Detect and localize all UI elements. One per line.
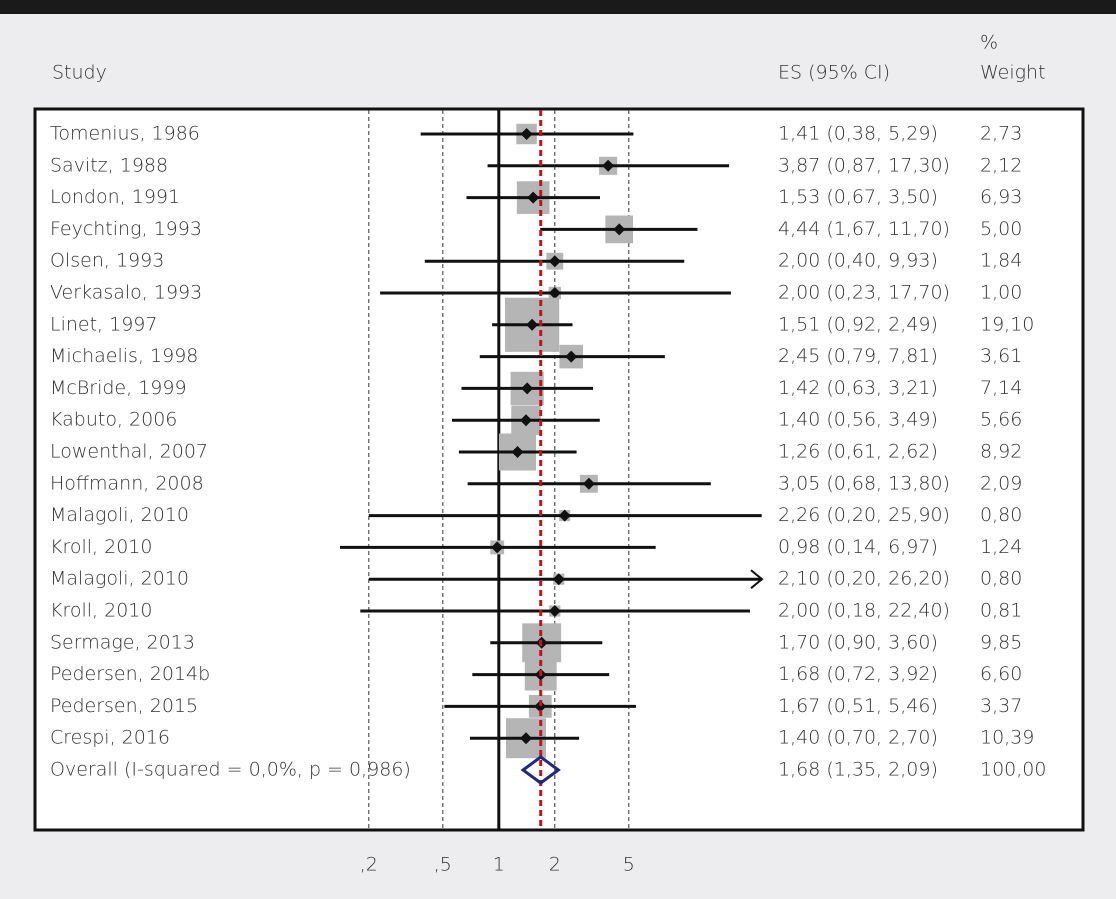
study-label: Malagoli, 2010 [50,568,189,590]
weight-header: Weight [980,62,1046,84]
weight-label: 19,10 [980,313,1034,335]
es-label: 4,44 (1,67, 11,70) [778,218,950,240]
point-estimate [582,477,595,490]
es-header: ES (95% CI) [778,62,890,84]
x-tick-label: ,5 [434,854,452,876]
es-label: 0,98 (0,14, 6,97) [778,536,938,558]
study-label: Malagoli, 2010 [50,504,189,526]
x-tick-label: 1 [493,854,505,876]
es-label: 1,68 (0,72, 3,92) [778,663,938,685]
weight-label: 1,24 [980,536,1022,558]
overall-weight-label: 100,00 [980,759,1046,781]
point-estimate [520,128,533,140]
point-estimate [613,223,626,236]
weight-label: 1,84 [980,250,1022,272]
study-label: Olsen, 1993 [50,250,164,272]
weight-label: 6,93 [980,186,1022,208]
study-label: Feychting, 1993 [50,218,202,240]
es-label: 2,00 (0,18, 22,40) [778,600,950,622]
weight-label: 2,73 [980,123,1022,145]
overall-es-label: 1,68 (1,35, 2,09) [778,759,938,781]
weight-label: 2,09 [980,472,1022,494]
study-label: Crespi, 2016 [50,727,170,749]
study-label: Kabuto, 2006 [50,409,177,431]
weight-label: 7,14 [980,377,1022,399]
es-label: 2,00 (0,23, 17,70) [778,282,950,304]
weight-label: 10,39 [980,727,1034,749]
es-label: 1,70 (0,90, 3,60) [778,631,938,653]
point-estimate [519,414,532,427]
weight-label: 0,81 [980,600,1022,622]
point-estimate [565,350,578,363]
es-label: 1,53 (0,67, 3,50) [778,186,938,208]
es-label: 3,87 (0,87, 17,30) [778,154,950,176]
study-label: Kroll, 2010 [50,600,152,622]
point-estimate [548,255,561,268]
es-label: 2,26 (0,20, 25,90) [778,504,950,526]
study-label: Michaelis, 1998 [50,345,198,367]
weight-label: 8,92 [980,441,1022,463]
study-label: Savitz, 1988 [50,154,168,176]
point-estimate [534,700,547,713]
top-bar [0,0,1116,14]
point-estimate [491,541,504,554]
overall-diamond [520,755,561,785]
weight-header-top: % [980,32,998,54]
weight-label: 3,61 [980,345,1022,367]
x-tick-label: ,2 [360,854,378,876]
point-estimate [602,159,615,172]
overall-label: Overall (I-squared = 0,0%, p = 0,986) [50,759,411,781]
study-label: Pedersen, 2015 [50,695,198,717]
study-label: Pedersen, 2014b [50,663,210,685]
point-estimate [552,573,565,586]
study-label: Lowenthal, 2007 [50,441,208,463]
weight-label: 0,80 [980,504,1022,526]
x-tick-label: 2 [549,854,561,876]
weight-label: 1,00 [980,282,1022,304]
weight-label: 9,85 [980,631,1022,653]
study-label: Linet, 1997 [50,313,157,335]
point-estimate [519,732,532,745]
point-estimate [548,287,561,299]
point-estimate [511,446,524,458]
es-label: 3,05 (0,68, 13,80) [778,472,950,494]
study-label: Hoffmann, 2008 [50,472,204,494]
weight-label: 6,60 [980,663,1022,685]
study-label: McBride, 1999 [50,377,187,399]
es-label: 2,10 (0,20, 26,20) [778,568,950,590]
es-label: 1,40 (0,56, 3,49) [778,409,938,431]
study-label: Tomenius, 1986 [50,123,200,145]
weight-label: 5,66 [980,409,1022,431]
x-tick-label: 5 [623,854,635,876]
es-label: 1,51 (0,92, 2,49) [778,313,938,335]
es-label: 1,42 (0,63, 3,21) [778,377,938,399]
weight-label: 2,12 [980,154,1022,176]
es-label: 1,67 (0,51, 5,46) [778,695,938,717]
weight-label: 5,00 [980,218,1022,240]
point-estimate [558,509,571,522]
es-label: 1,41 (0,38, 5,29) [778,123,938,145]
point-estimate [548,605,561,617]
es-label: 2,00 (0,40, 9,93) [778,250,938,272]
ci-arrow [750,569,764,589]
point-estimate [521,382,534,395]
weight-label: 3,37 [980,695,1022,717]
es-label: 2,45 (0,79, 7,81) [778,345,938,367]
study-label: Sermage, 2013 [50,631,195,653]
study-header: Study [52,62,107,84]
weight-label: 0,80 [980,568,1022,590]
point-estimate [526,318,539,331]
study-label: Verkasalo, 1993 [50,282,202,304]
es-label: 1,26 (0,61, 2,62) [778,441,938,463]
study-label: Kroll, 2010 [50,536,152,558]
study-label: London, 1991 [50,186,180,208]
es-label: 1,40 (0,70, 2,70) [778,727,938,749]
point-estimate [527,191,540,204]
